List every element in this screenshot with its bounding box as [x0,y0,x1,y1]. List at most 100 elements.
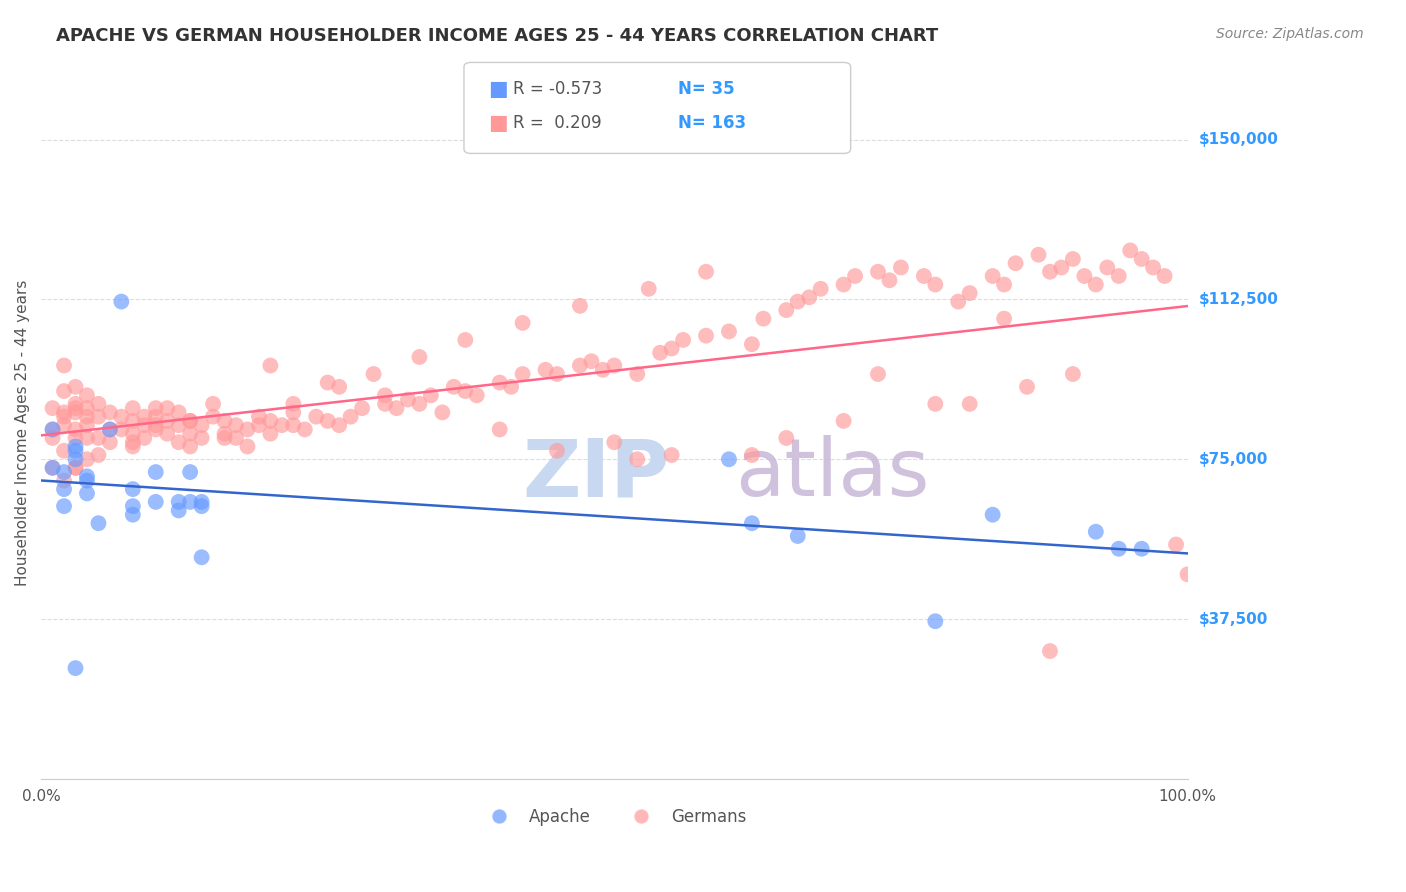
Apache [41,460,63,475]
Germans [1062,367,1084,381]
Apache [924,614,946,628]
Germans [512,316,534,330]
Germans [363,367,385,381]
Germans [1153,268,1175,283]
Germans [959,397,981,411]
Apache [121,482,143,496]
Germans [121,414,143,428]
Apache [76,469,98,483]
Apache [190,499,212,513]
Germans [592,363,614,377]
Germans [352,401,374,416]
Germans [1073,268,1095,283]
Germans [179,414,201,428]
Germans [259,359,281,373]
Germans [121,401,143,416]
Germans [568,299,591,313]
Germans [98,435,121,450]
Germans [568,359,591,373]
Germans [775,303,797,318]
Germans [1130,252,1153,266]
Germans [283,405,305,419]
Germans [87,409,110,424]
Apache [98,422,121,436]
Germans [76,418,98,433]
Apache [76,486,98,500]
Germans [408,397,430,411]
Germans [156,401,179,416]
Germans [1142,260,1164,275]
Apache [1084,524,1107,539]
Germans [236,440,259,454]
Germans [110,422,132,436]
Apache [65,440,87,454]
Apache [1108,541,1130,556]
Germans [305,409,328,424]
Germans [87,397,110,411]
Germans [294,422,316,436]
Germans [695,328,717,343]
Germans [76,409,98,424]
Germans [741,448,763,462]
Germans [1119,244,1142,258]
Germans [890,260,912,275]
Germans [993,311,1015,326]
Germans [546,443,568,458]
Germans [76,431,98,445]
Apache [786,529,808,543]
Germans [396,392,419,407]
Germans [190,431,212,445]
Germans [225,418,247,433]
Germans [110,409,132,424]
Apache [145,495,167,509]
Germans [65,422,87,436]
Germans [41,460,63,475]
Germans [717,325,740,339]
Apache [121,499,143,513]
Germans [53,474,76,488]
Germans [1084,277,1107,292]
Germans [134,431,156,445]
Apache [121,508,143,522]
Germans [328,418,350,433]
Text: $112,500: $112,500 [1199,292,1278,307]
Germans [259,414,281,428]
Germans [1164,537,1187,551]
Germans [695,265,717,279]
Germans [512,367,534,381]
Germans [87,431,110,445]
Apache [65,661,87,675]
Y-axis label: Householder Income Ages 25 - 44 years: Householder Income Ages 25 - 44 years [15,279,30,586]
Germans [581,354,603,368]
Germans [832,277,855,292]
Germans [993,277,1015,292]
Apache [1130,541,1153,556]
Germans [156,426,179,441]
Germans [202,397,225,411]
Germans [374,388,396,402]
Legend: Apache, Germans: Apache, Germans [475,802,754,833]
Germans [443,380,465,394]
Germans [179,414,201,428]
Germans [247,418,270,433]
Germans [167,405,190,419]
Apache [87,516,110,531]
Apache [53,482,76,496]
Apache [179,495,201,509]
Text: $150,000: $150,000 [1199,132,1278,147]
Germans [145,401,167,416]
Germans [465,388,488,402]
Apache [190,495,212,509]
Text: APACHE VS GERMAN HOUSEHOLDER INCOME AGES 25 - 44 YEARS CORRELATION CHART: APACHE VS GERMAN HOUSEHOLDER INCOME AGES… [56,27,938,45]
Germans [534,363,557,377]
Germans [1039,265,1062,279]
Germans [134,418,156,433]
Text: N= 35: N= 35 [678,80,734,98]
Germans [214,426,236,441]
Germans [924,277,946,292]
Text: ■: ■ [488,79,508,99]
Germans [454,333,477,347]
Germans [981,268,1004,283]
Germans [912,268,935,283]
Germans [179,426,201,441]
